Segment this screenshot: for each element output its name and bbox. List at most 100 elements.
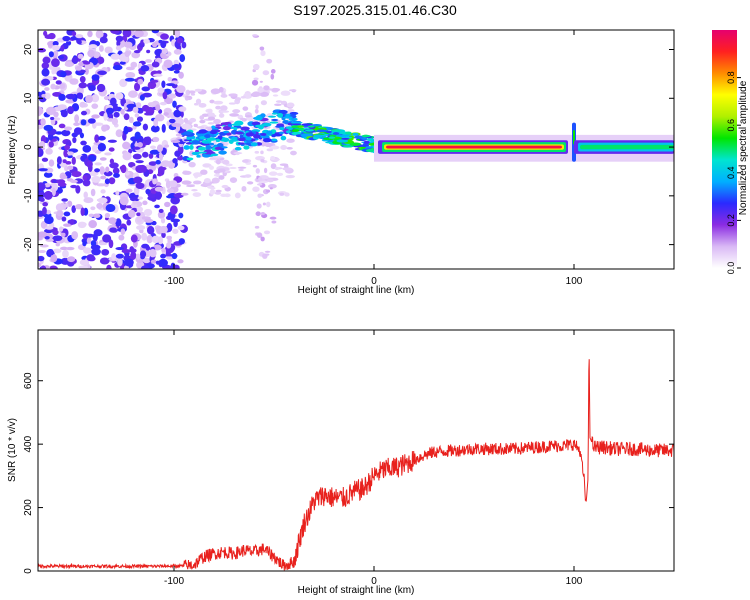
noise-speckle [256, 232, 263, 238]
noise-speckle [166, 222, 173, 232]
steady-band-right-core [580, 144, 674, 150]
noise-speckle [61, 216, 67, 222]
converging-band [345, 131, 352, 135]
noise-speckle [75, 185, 81, 194]
noise-speckle [123, 265, 129, 269]
noise-speckle [104, 46, 113, 54]
transition-halo [274, 103, 282, 106]
transition-halo [213, 174, 219, 177]
noise-speckle [44, 92, 51, 100]
noise-speckle [48, 51, 54, 58]
y-tick-label: 0 [23, 144, 34, 150]
noise-speckle [260, 100, 267, 106]
noise-speckle [57, 55, 64, 60]
transition-halo [276, 172, 284, 176]
converging-band [290, 121, 301, 124]
noise-speckle [148, 161, 158, 166]
transition-core [183, 145, 191, 150]
noise-speckle [52, 50, 59, 57]
snr-background [38, 330, 674, 571]
noise-speckle [141, 232, 148, 241]
noise-speckle [90, 206, 96, 211]
noise-speckle [51, 68, 56, 75]
noise-speckle [260, 50, 266, 57]
transition-core [271, 134, 276, 138]
colorbar-tick-label: 0.0 [726, 262, 736, 275]
transition-halo [211, 177, 220, 184]
noise-speckle [97, 143, 107, 152]
noise-speckle [86, 237, 92, 245]
noise-speckle [104, 212, 111, 219]
transition-halo [228, 93, 238, 97]
noise-speckle [173, 109, 182, 118]
colorbar-tick-label: 0.2 [726, 214, 736, 227]
noise-speckle [130, 197, 140, 202]
noise-speckle [149, 248, 157, 258]
transition-halo [255, 168, 260, 174]
converging-band [336, 139, 349, 143]
noise-speckle [104, 178, 110, 185]
snr-x-label: Height of straight line (km) [298, 585, 415, 596]
noise-speckle [264, 250, 271, 253]
noise-speckle [65, 246, 75, 251]
transition-halo [284, 192, 290, 197]
spectrogram-x-ticks: -100 0 100 [164, 30, 583, 287]
noise-speckle [71, 156, 76, 165]
noise-speckle [115, 129, 123, 138]
noise-speckle [49, 182, 59, 192]
noise-speckle [172, 158, 178, 164]
noise-speckle [58, 93, 66, 101]
noise-speckle [91, 94, 100, 103]
x-tick-label: -100 [164, 276, 184, 287]
noise-speckle [61, 129, 71, 137]
transition-halo [269, 145, 280, 150]
noise-speckle [84, 67, 89, 75]
noise-speckle [146, 226, 155, 235]
noise-speckle [133, 30, 144, 38]
noise-speckle [59, 83, 66, 89]
steady-band-core [386, 145, 562, 149]
transition-core [211, 125, 216, 129]
noise-speckle [119, 196, 129, 206]
noise-speckle [251, 79, 259, 86]
noise-speckle [115, 45, 122, 51]
noise-speckle [269, 216, 277, 220]
noise-speckle [88, 154, 97, 162]
transition-halo [288, 89, 297, 92]
noise-speckle [130, 61, 138, 68]
converging-band [307, 125, 315, 128]
noise-speckle [76, 92, 84, 99]
converging-band [341, 137, 350, 140]
transition-core [237, 142, 245, 145]
noise-speckle [262, 70, 270, 76]
converging-band [328, 134, 337, 137]
noise-speckle [174, 150, 181, 157]
noise-speckle [60, 45, 65, 52]
transition-core [245, 132, 255, 137]
transition-halo [286, 102, 295, 108]
transition-core [255, 124, 265, 128]
transition-core [220, 122, 230, 126]
noise-speckle [129, 116, 134, 124]
transition-core [209, 130, 218, 135]
transition-halo [193, 123, 198, 128]
noise-speckle [91, 74, 100, 81]
noise-speckle [82, 145, 92, 153]
transition-core [260, 132, 267, 136]
noise-speckle [94, 162, 102, 166]
noise-speckle [120, 228, 126, 235]
noise-speckle [129, 246, 135, 253]
noise-speckle [143, 38, 150, 44]
noise-speckle [137, 78, 144, 85]
noise-speckle [54, 131, 63, 135]
noise-speckle [136, 215, 143, 223]
transition-halo [268, 171, 278, 176]
noise-speckle [145, 188, 151, 195]
transition-core [254, 116, 263, 121]
noise-speckle [156, 144, 163, 153]
noise-speckle [135, 160, 144, 164]
noise-speckle [263, 167, 268, 174]
spectrogram-frame [37, 29, 675, 270]
noise-speckle [60, 109, 68, 118]
noise-speckle [166, 83, 176, 87]
